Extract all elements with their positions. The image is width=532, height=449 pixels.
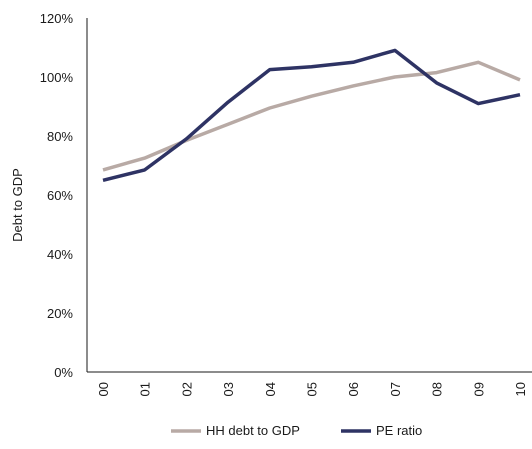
- series-lines: [102, 48, 521, 182]
- x-tick-label: 09: [471, 382, 486, 396]
- axes: [86, 18, 532, 373]
- x-tick-label: 04: [263, 382, 278, 396]
- legend-label: HH debt to GDP: [206, 423, 300, 438]
- x-tick-label: 05: [305, 382, 320, 396]
- x-tick-label: 03: [221, 382, 236, 396]
- x-tick-label: 01: [138, 382, 153, 396]
- y-tick-labels: 0% 20% 40% 60% 80% 100% 120%: [40, 11, 74, 380]
- x-tick-label: 07: [388, 382, 403, 396]
- y-tick-label: 40%: [47, 247, 73, 262]
- y-tick-label: 20%: [47, 306, 73, 321]
- y-tick-label: 60%: [47, 188, 73, 203]
- y-tick-label: 120%: [40, 11, 74, 26]
- legend-item: HH debt to GDP: [171, 423, 300, 438]
- x-tick-label: 06: [346, 382, 361, 396]
- x-tick-labels: 00 01 02 03 04 05 06 07 08 09 10: [96, 382, 528, 396]
- y-axis-label: Debt to GDP: [10, 168, 25, 242]
- legend-label: PE ratio: [376, 423, 422, 438]
- x-tick-label: 08: [430, 382, 445, 396]
- legend: HH debt to GDP PE ratio: [171, 423, 422, 438]
- y-tick-label: 0%: [54, 365, 73, 380]
- y-tick-label: 100%: [40, 70, 74, 85]
- x-tick-label: 00: [96, 382, 111, 396]
- x-tick-label: 02: [179, 382, 194, 396]
- legend-item: PE ratio: [341, 423, 422, 438]
- series-line-pe-ratio: [102, 48, 521, 182]
- y-tick-label: 80%: [47, 129, 73, 144]
- series-line-hh-debt-to-gdp: [102, 60, 521, 172]
- x-tick-label: 10: [513, 382, 528, 396]
